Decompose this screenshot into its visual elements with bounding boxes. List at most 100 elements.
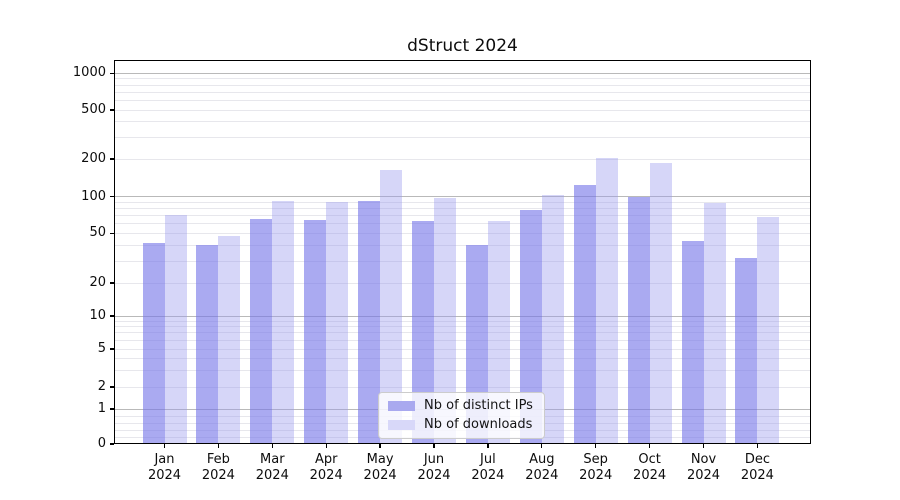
legend-item-downloads: Nb of downloads xyxy=(388,417,535,432)
y-gridline-major xyxy=(114,315,811,317)
bar-downloads xyxy=(272,200,295,444)
bar-downloads xyxy=(757,217,780,444)
bar-distinct-ips xyxy=(358,201,381,444)
y-gridline-minor xyxy=(114,332,811,334)
y-gridline-minor xyxy=(114,386,811,388)
bar-distinct-ips xyxy=(627,196,650,444)
legend-swatch-distinct-ips xyxy=(388,400,415,411)
y-gridline-minor xyxy=(114,99,811,101)
legend-label-distinct-ips: Nb of distinct IPs xyxy=(424,398,533,413)
y-gridline-minor xyxy=(114,320,811,322)
legend-label-downloads: Nb of downloads xyxy=(424,417,533,432)
y-tick-mark xyxy=(110,158,114,160)
y-gridline-minor xyxy=(114,91,811,93)
x-tick-label: Jul 2024 xyxy=(471,452,505,483)
y-tick-mark xyxy=(110,443,114,445)
bar-downloads xyxy=(380,169,403,444)
y-tick-label: 10 xyxy=(89,308,106,323)
y-tick-mark xyxy=(110,408,114,410)
plot-area xyxy=(114,60,811,444)
y-tick-label: 0 xyxy=(97,436,106,451)
y-gridline-minor xyxy=(114,369,811,371)
y-tick-label: 500 xyxy=(81,102,106,117)
x-tick-label: Jan 2024 xyxy=(147,452,182,483)
y-gridline-minor xyxy=(114,84,811,86)
y-gridline-minor xyxy=(114,136,811,138)
y-tick-mark xyxy=(110,196,114,198)
bar-downloads xyxy=(487,221,510,444)
y-gridline-minor xyxy=(114,207,811,209)
bar-distinct-ips xyxy=(250,218,273,444)
y-tick-mark xyxy=(110,232,114,234)
x-tick-label: Dec 2024 xyxy=(740,452,774,483)
bar-downloads xyxy=(434,197,456,444)
bar-distinct-ips xyxy=(304,220,327,444)
bar-distinct-ips xyxy=(681,241,704,444)
x-tick-mark xyxy=(325,444,327,448)
y-gridline-minor xyxy=(114,348,811,350)
y-gridline-major xyxy=(114,72,811,74)
bar-distinct-ips xyxy=(412,221,434,444)
x-tick-mark xyxy=(702,444,705,448)
bar-downloads xyxy=(326,202,349,444)
x-tick-label: Feb 2024 xyxy=(201,452,235,483)
x-tick-label: Aug 2024 xyxy=(525,452,559,483)
y-gridline-minor xyxy=(114,357,811,359)
x-tick-label: Nov 2024 xyxy=(686,452,721,483)
y-gridline-minor xyxy=(114,121,811,123)
y-tick-mark xyxy=(110,386,114,388)
x-tick-label: May 2024 xyxy=(363,452,397,483)
y-tick-mark xyxy=(110,348,114,350)
x-tick-label: Oct 2024 xyxy=(633,452,667,483)
y-gridline-minor xyxy=(114,215,811,217)
x-tick-label: Jun 2024 xyxy=(417,452,451,483)
y-gridline-minor xyxy=(114,201,811,203)
bar-distinct-ips xyxy=(519,209,542,444)
y-gridline-minor xyxy=(114,339,811,341)
y-gridline-minor xyxy=(114,260,811,262)
bar-downloads xyxy=(703,202,726,444)
y-tick-mark xyxy=(110,72,114,74)
y-gridline-minor xyxy=(114,232,811,234)
bar-downloads xyxy=(218,235,241,444)
bar-distinct-ips xyxy=(196,245,219,444)
y-gridline-minor xyxy=(114,326,811,328)
bar-distinct-ips xyxy=(573,185,596,444)
y-tick-label: 5 xyxy=(97,341,106,356)
y-gridline-major xyxy=(114,196,811,198)
bar-downloads xyxy=(595,158,618,444)
bar-downloads xyxy=(649,162,672,444)
x-tick-mark xyxy=(756,444,759,448)
y-gridline-minor xyxy=(114,78,811,80)
bar-distinct-ips xyxy=(142,242,165,444)
y-gridline-minor xyxy=(114,223,811,225)
bar-distinct-ips xyxy=(735,257,758,444)
y-tick-mark xyxy=(110,109,114,111)
y-tick-label: 1000 xyxy=(72,65,106,81)
x-tick-label: Apr 2024 xyxy=(309,452,343,483)
y-tick-label: 2 xyxy=(97,379,106,394)
x-tick-mark xyxy=(163,444,166,448)
x-tick-label: Mar 2024 xyxy=(255,452,289,483)
y-tick-label: 20 xyxy=(89,275,106,290)
y-tick-mark xyxy=(110,282,114,284)
x-tick-mark xyxy=(648,444,651,448)
bar-downloads xyxy=(164,214,187,444)
x-tick-mark xyxy=(379,444,381,448)
x-tick-label: Sep 2024 xyxy=(579,452,613,483)
y-gridline-minor xyxy=(114,282,811,284)
legend: Nb of distinct IPs Nb of downloads xyxy=(378,392,545,439)
x-tick-mark xyxy=(271,444,273,448)
y-gridline-minor xyxy=(114,109,811,111)
y-tick-label: 100 xyxy=(81,188,106,204)
y-tick-label: 200 xyxy=(81,151,106,166)
legend-swatch-downloads xyxy=(388,419,415,430)
y-gridline-minor xyxy=(114,244,811,246)
chart-title: dStruct 2024 xyxy=(407,36,518,56)
x-tick-mark xyxy=(217,444,220,448)
x-tick-mark xyxy=(487,444,489,448)
y-tick-label: 50 xyxy=(89,225,106,241)
x-tick-mark xyxy=(595,444,597,448)
bar-downloads xyxy=(541,195,564,444)
y-tick-mark xyxy=(110,315,114,317)
